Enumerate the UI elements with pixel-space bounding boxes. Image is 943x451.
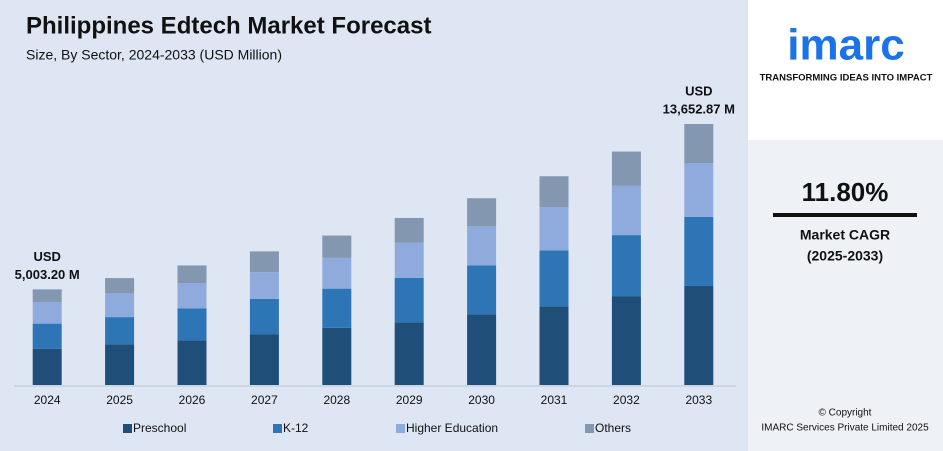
- bar-segment: [467, 265, 497, 315]
- bar-segment: [684, 285, 714, 385]
- annotation: USD: [685, 83, 712, 98]
- bar-segment: [394, 217, 424, 243]
- cagr-rule: [773, 213, 917, 217]
- x-tick-label: 2030: [468, 393, 495, 407]
- x-tick-label: 2029: [396, 393, 423, 407]
- bar-segment: [249, 298, 279, 335]
- tagline: TRANSFORMING IDEAS INTO IMPACT: [760, 73, 933, 84]
- x-tick-label: 2031: [541, 393, 568, 407]
- bar-segment: [611, 185, 641, 236]
- x-tick-label: 2032: [613, 393, 640, 407]
- bar-segment: [611, 296, 641, 385]
- bar-segment: [32, 289, 62, 302]
- bar-segment: [177, 340, 207, 385]
- legend-swatch: [273, 424, 282, 433]
- bar-segment: [177, 265, 207, 284]
- bar-segment: [249, 251, 279, 273]
- bar-segment: [322, 235, 352, 258]
- legend-label: K-12: [283, 421, 309, 435]
- side-decoration: [748, 140, 943, 451]
- legend-swatch: [585, 424, 594, 433]
- bar-segment: [467, 314, 497, 385]
- bar-segment: [684, 216, 714, 286]
- bar-segment: [467, 226, 497, 266]
- bar-segment: [105, 317, 135, 345]
- bar-segment: [105, 293, 135, 318]
- bar-segment: [249, 334, 279, 385]
- bar-segment: [467, 198, 497, 227]
- bar-segment: [105, 278, 135, 294]
- bar-segment: [177, 308, 207, 341]
- bar-segment: [177, 283, 207, 309]
- legend-swatch: [396, 424, 405, 433]
- x-tick-label: 2028: [323, 393, 350, 407]
- bar-segment: [322, 257, 352, 289]
- copyright: © Copyright: [819, 408, 872, 419]
- cagr-value: 11.80%: [802, 177, 889, 207]
- x-tick-label: 2024: [34, 393, 61, 407]
- bar-segment: [322, 327, 352, 385]
- bar-segment: [611, 151, 641, 186]
- legend-swatch: [123, 424, 132, 433]
- bar-segment: [249, 272, 279, 299]
- company: IMARC Services Private Limited 2025: [761, 423, 929, 434]
- bar-segment: [394, 242, 424, 278]
- bar-segment: [322, 288, 352, 328]
- bar-segment: [684, 124, 714, 163]
- bar-segment: [105, 344, 135, 385]
- bar-segment: [611, 235, 641, 297]
- x-tick-label: 2027: [251, 393, 278, 407]
- bar-segment: [32, 348, 62, 385]
- bar-segment: [32, 301, 62, 324]
- cagr-period: (2025-2033): [807, 248, 883, 264]
- bar-segment: [32, 323, 62, 349]
- bar-segment: [394, 277, 424, 323]
- bar-segment: [539, 176, 569, 208]
- legend-label: Others: [595, 421, 631, 435]
- x-tick-label: 2033: [685, 393, 712, 407]
- cagr-label: Market CAGR: [800, 227, 890, 243]
- legend-label: Preschool: [133, 421, 186, 435]
- chart-title: Philippines Edtech Market Forecast: [26, 12, 431, 39]
- logo: imarc: [787, 21, 904, 70]
- annotation: 13,652.87 M: [663, 101, 735, 116]
- bar-segment: [539, 250, 569, 307]
- x-tick-label: 2025: [106, 393, 133, 407]
- bar-segment: [394, 322, 424, 385]
- chart-subtitle: Size, By Sector, 2024-2033 (USD Million): [26, 47, 282, 63]
- annotation: 5,003.20 M: [15, 267, 80, 282]
- bar-segment: [539, 207, 569, 251]
- legend-label: Higher Education: [406, 421, 498, 435]
- bar-segment: [684, 162, 714, 217]
- x-tick-label: 2026: [179, 393, 206, 407]
- annotation: USD: [33, 249, 60, 264]
- bar-segment: [539, 306, 569, 385]
